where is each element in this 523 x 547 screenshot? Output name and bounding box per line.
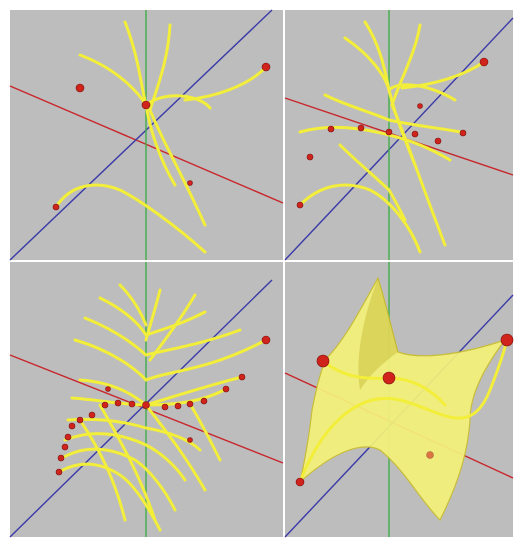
point	[459, 129, 467, 137]
curve	[78, 418, 127, 522]
point	[186, 400, 194, 408]
point	[187, 437, 193, 443]
point	[357, 124, 365, 132]
point	[187, 180, 193, 186]
point	[142, 401, 150, 409]
panel-background	[285, 10, 513, 260]
y-axis	[9, 9, 273, 261]
point	[327, 125, 335, 133]
point	[261, 335, 271, 345]
point	[479, 57, 489, 67]
point	[200, 397, 208, 405]
curve	[73, 338, 268, 382]
curve	[98, 403, 157, 522]
point	[76, 416, 84, 424]
point	[75, 83, 85, 93]
point	[105, 386, 111, 392]
curve	[188, 402, 222, 462]
point	[174, 402, 182, 410]
curve	[63, 432, 187, 482]
curve	[148, 23, 207, 227]
curve	[390, 23, 447, 247]
saddle-surface	[298, 276, 507, 522]
curve	[338, 143, 407, 222]
point	[101, 401, 109, 409]
point	[417, 103, 423, 109]
point	[434, 137, 442, 145]
point	[161, 403, 169, 411]
curve	[83, 316, 242, 357]
curve	[183, 65, 268, 102]
panel-bottom-right	[284, 262, 514, 538]
curve	[54, 183, 207, 254]
point	[52, 203, 60, 211]
y-axis	[9, 279, 273, 538]
point	[426, 451, 434, 459]
point	[222, 385, 230, 393]
point	[316, 354, 330, 368]
point	[68, 422, 76, 430]
curve	[400, 60, 486, 90]
point	[61, 443, 69, 451]
curve	[118, 283, 148, 327]
point	[55, 468, 63, 476]
point	[141, 100, 151, 110]
curve	[148, 293, 197, 362]
point	[296, 201, 304, 209]
surface-shading	[358, 278, 398, 390]
point	[88, 411, 96, 419]
panel-top-right	[284, 10, 514, 261]
point	[382, 371, 396, 385]
curve	[57, 462, 162, 532]
curve	[298, 338, 509, 484]
curve	[144, 403, 207, 492]
curve	[323, 93, 462, 134]
point	[306, 153, 314, 161]
point	[64, 433, 72, 441]
point	[57, 454, 65, 462]
point	[238, 373, 246, 381]
point	[411, 130, 419, 138]
curve	[298, 183, 422, 254]
point	[385, 128, 393, 136]
curve	[60, 447, 177, 512]
panel-top-left	[9, 9, 284, 261]
point	[114, 399, 122, 407]
panel-bottom-left	[9, 262, 284, 538]
point	[128, 400, 136, 408]
point	[295, 477, 305, 487]
point	[261, 62, 271, 72]
curve	[144, 288, 162, 342]
point	[500, 333, 514, 347]
